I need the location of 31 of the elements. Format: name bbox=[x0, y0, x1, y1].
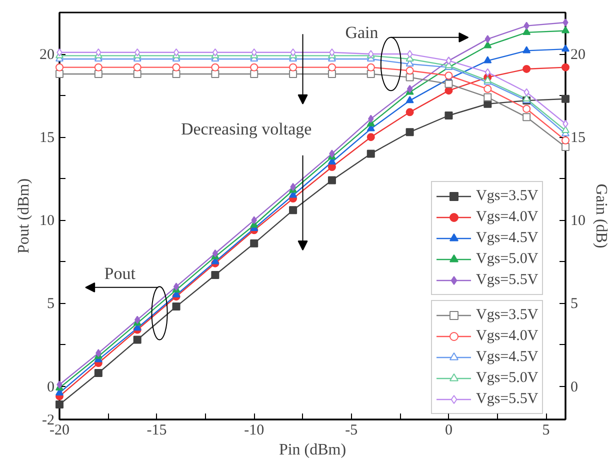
x-tick-label: -15 bbox=[146, 422, 167, 438]
legend-label: Vgs=4.5V bbox=[476, 348, 538, 366]
legend-label: Vgs=5.0V bbox=[476, 370, 538, 386]
annotation: Pout bbox=[104, 264, 136, 283]
x-axis-title: Pin (dBm) bbox=[278, 442, 346, 458]
y-tick-label: 5 bbox=[47, 296, 54, 312]
annotation: Gain bbox=[345, 22, 379, 42]
x-tick-label: 0 bbox=[444, 422, 452, 438]
y2-axis-title: Gain (dB) bbox=[592, 184, 610, 248]
legend-label: Vgs=5.5V bbox=[476, 272, 538, 288]
y-tick-label: 15 bbox=[40, 130, 54, 146]
y2-tick-label: 10 bbox=[570, 213, 586, 230]
legend-label: Vgs=5.0V bbox=[476, 250, 538, 268]
y-tick-label: 10 bbox=[40, 213, 54, 230]
legend-label: Vgs=5.5V bbox=[476, 390, 538, 408]
y-axis-title: Pout (dBm) bbox=[16, 178, 32, 254]
y2-tick-label: 5 bbox=[570, 296, 578, 312]
legend-label: Vgs=3.5V bbox=[476, 306, 538, 324]
y2-tick-label: 20 bbox=[570, 47, 586, 64]
annotation: Decreasing voltage bbox=[180, 119, 312, 138]
y2-tick-label: 15 bbox=[570, 130, 586, 146]
legend-label: Vgs=3.5V bbox=[476, 188, 538, 204]
y2-tick-label: 0 bbox=[570, 379, 578, 396]
legend-label: Vgs=4.0V bbox=[476, 328, 538, 344]
y-tick-label: 20 bbox=[40, 47, 54, 64]
y-tick-label: 0 bbox=[47, 379, 54, 396]
legend-label: Vgs=4.5V bbox=[476, 230, 538, 246]
x-tick-label: -10 bbox=[244, 422, 264, 438]
x-tick-label: 5 bbox=[542, 422, 550, 438]
legend-label: Vgs=4.0V bbox=[476, 208, 538, 226]
x-tick-label: -5 bbox=[345, 422, 358, 438]
